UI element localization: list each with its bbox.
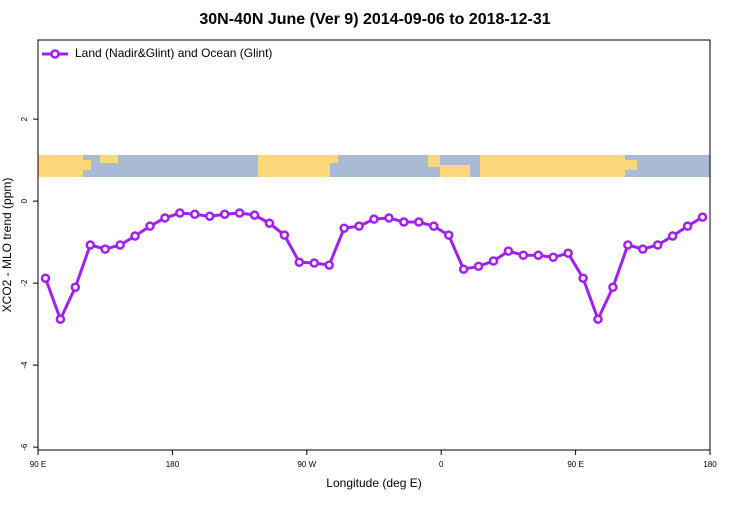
point — [100, 244, 110, 254]
legend-label: Land (Nadir&Glint) and Ocean (Glint) — [75, 46, 272, 60]
point — [473, 261, 484, 272]
x-tick-label: 90 E — [30, 460, 46, 469]
point — [428, 221, 439, 231]
point — [249, 210, 260, 220]
point — [55, 314, 66, 324]
point — [234, 208, 245, 218]
point — [219, 209, 230, 219]
point — [488, 256, 499, 266]
point — [652, 240, 663, 250]
y-tick-label: -6 — [20, 443, 29, 451]
point — [339, 223, 349, 233]
point — [324, 260, 334, 270]
point — [384, 213, 394, 223]
point — [578, 273, 588, 283]
map-strip — [38, 155, 710, 177]
point — [593, 314, 603, 324]
point — [204, 211, 215, 222]
point — [160, 213, 170, 223]
y-tick-label: -4 — [20, 361, 29, 369]
chart-title: 30N-40N June (Ver 9) 2014-09-06 to 2018-… — [199, 11, 550, 28]
point — [623, 240, 633, 250]
point — [458, 264, 469, 274]
point — [85, 240, 96, 250]
x-tick-label: 90 W — [297, 460, 316, 469]
point — [294, 257, 305, 267]
y-tick-label: 0 — [20, 198, 29, 203]
legend-marker — [50, 49, 60, 59]
point — [682, 221, 693, 231]
point — [563, 248, 573, 258]
point — [190, 209, 200, 219]
point — [354, 221, 364, 231]
x-tick-label: 180 — [703, 460, 717, 469]
point — [309, 258, 320, 268]
point — [279, 230, 290, 240]
x-tick-label: 90 E — [567, 460, 583, 469]
point — [443, 230, 454, 240]
point — [175, 208, 185, 218]
point — [414, 217, 424, 227]
point — [518, 250, 529, 260]
y-tick-label: 2 — [20, 116, 29, 121]
point — [264, 218, 275, 229]
point — [503, 246, 514, 256]
y-tick-label: -2 — [20, 279, 29, 287]
series-line — [44, 211, 704, 324]
point — [145, 221, 155, 231]
y-axis-label: XCO2 - MLO trend (ppm) — [0, 178, 14, 313]
point — [533, 250, 544, 260]
point — [369, 214, 379, 224]
point — [115, 240, 125, 250]
point — [608, 282, 618, 292]
point — [399, 217, 409, 227]
point — [638, 244, 648, 254]
point — [667, 231, 678, 241]
point — [548, 252, 558, 263]
point — [130, 231, 140, 241]
x-tick-label: 180 — [166, 460, 180, 469]
plot-frame — [37, 39, 711, 451]
point — [697, 212, 708, 222]
x-tick-label: 0 — [439, 460, 444, 469]
x-axis-label: Longitude (deg E) — [326, 476, 421, 490]
point — [40, 273, 51, 283]
point — [70, 282, 81, 292]
